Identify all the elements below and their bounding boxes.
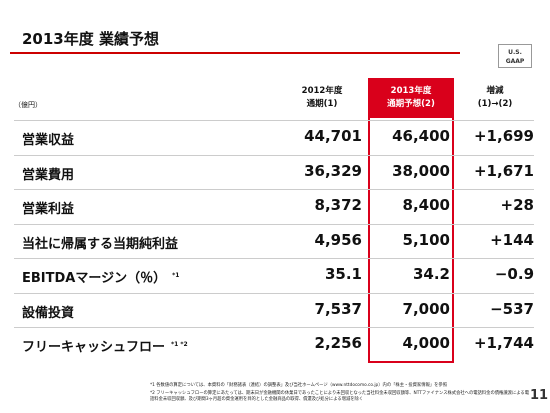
cell: 8,400 — [402, 196, 450, 214]
cell: 4,000 — [402, 334, 450, 352]
footnote: *1 各数値の算定については、本資料の「財務諸表（連結）の調整表」及び当社ホーム… — [150, 383, 447, 388]
table-row: 設備投資 7,537 7,000 −537 — [14, 292, 534, 327]
row-note: *1 *2 — [171, 340, 188, 348]
row-label: 当社に帰属する当期純利益 — [22, 233, 178, 252]
cell: +1,699 — [473, 127, 534, 145]
cell: +28 — [500, 196, 534, 214]
row-label-text: 営業利益 — [22, 202, 75, 217]
row-label: 営業収益 — [22, 129, 74, 148]
footnote: *2 フリーキャッシュフローの算定にあたっては、期末日が金融機関の休業日であった… — [150, 391, 530, 402]
table-row: 営業費用 36,329 38,000 +1,671 — [14, 154, 534, 189]
title: 2013年度 業績予想 — [22, 30, 159, 48]
row-label: 営業費用 — [22, 164, 74, 183]
cell: 34.2 — [412, 265, 450, 283]
row-label-text: 設備投資 — [22, 305, 75, 321]
cell: 35.1 — [324, 265, 362, 283]
row-label-text: 当社に帰属する当期純利益 — [22, 236, 179, 252]
row-label-text: フリーキャッシュフロー — [22, 340, 166, 355]
cell: 5,100 — [402, 230, 450, 249]
column-header: 2012年度 通期(1) — [282, 78, 362, 118]
page-number: 11 — [530, 388, 549, 403]
highlight-column — [368, 78, 454, 363]
cell: 7,537 — [314, 299, 362, 318]
row-label-text: 営業収益 — [22, 133, 75, 148]
unit: （億円） — [14, 101, 42, 109]
title-rule — [10, 52, 460, 54]
cell: 4,956 — [314, 230, 362, 249]
cell: 38,000 — [392, 161, 450, 180]
cell: 2,256 — [314, 334, 362, 352]
cell: +1,744 — [473, 334, 534, 352]
badge: U.S. GAAP — [498, 44, 532, 68]
cell: −0.9 — [494, 265, 534, 283]
table-row: 当社に帰属する当期純利益 4,956 5,100 +144 — [14, 223, 534, 258]
table-row: 営業利益 8,372 8,400 +28 — [14, 189, 534, 223]
row-label-text: 営業費用 — [22, 167, 75, 183]
column-header-line: 通期予想(2) — [387, 99, 435, 109]
badge-line: GAAP — [505, 58, 525, 65]
row-label: EBITDAマージン（％） *1 — [22, 267, 179, 286]
column-header-line: 通期(1) — [306, 99, 338, 109]
column-header: 増減 (1)→(2) — [460, 78, 530, 118]
row-label: 設備投資 — [22, 302, 74, 321]
cell: +1,671 — [473, 161, 534, 180]
cell: 46,400 — [392, 127, 450, 145]
column-header-line: (1)→(2) — [477, 99, 513, 109]
table-row: フリーキャッシュフロー *1 *2 2,256 4,000 +1,744 — [14, 327, 534, 361]
column-header-line: 増減 — [486, 86, 504, 96]
badge-line: U.S. — [508, 49, 522, 56]
table-row: 営業収益 44,701 46,400 +1,699 — [14, 120, 534, 154]
cell: 8,372 — [314, 196, 362, 214]
cell: +144 — [490, 230, 534, 249]
cell: 7,000 — [402, 299, 450, 318]
cell: 44,701 — [304, 127, 362, 145]
column-header-line: 2013年度 — [390, 86, 432, 96]
row-label: フリーキャッシュフロー *1 *2 — [22, 336, 188, 355]
row-note: *1 — [172, 271, 180, 279]
cell: 36,329 — [304, 161, 362, 180]
column-header-line: 2012年度 — [301, 86, 343, 96]
table-row: EBITDAマージン（％） *1 35.1 34.2 −0.9 — [14, 258, 534, 292]
column-header: 2013年度 通期予想(2) — [368, 78, 454, 118]
cell: −537 — [490, 299, 534, 318]
row-label-text: EBITDAマージン（％） — [22, 271, 167, 286]
row-label: 営業利益 — [22, 198, 74, 217]
